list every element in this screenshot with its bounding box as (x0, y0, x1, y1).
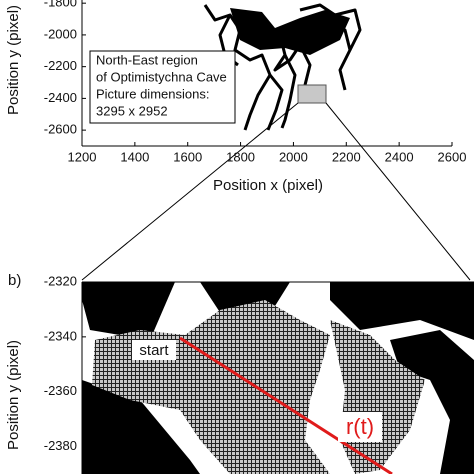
y-tick-label: -2600 (44, 122, 77, 137)
zoom-line (325, 102, 471, 281)
panel-label: b) (8, 272, 21, 289)
path-label: r(t) (346, 414, 374, 439)
y-tick-label: -2360 (44, 383, 77, 398)
x-tick-label: 2400 (385, 149, 414, 164)
annotation-line: North-East region (96, 52, 198, 67)
x-tick-label: 1200 (68, 149, 97, 164)
y-tick-label: -2320 (44, 273, 77, 288)
zoom-line (81, 102, 299, 281)
path-segment (179, 336, 393, 474)
y-axis-label: Position y (pixel) (5, 5, 22, 115)
y-tick-label: -1800 (44, 0, 77, 10)
y-tick-label: -2400 (44, 90, 77, 105)
annotation-box (89, 50, 236, 124)
annotation-line: 3295 x 2952 (96, 103, 168, 118)
x-tick-label: 2000 (279, 149, 308, 164)
zoom-region (297, 84, 327, 104)
x-tick-label: 1400 (120, 149, 149, 164)
y-tick-label: -2380 (44, 438, 77, 453)
cave-detail (82, 282, 474, 474)
cave-map-fill (230, 8, 350, 55)
annotation-line: Picture dimensions: (96, 86, 209, 101)
y-tick-label: -2000 (44, 26, 77, 41)
start-label: start (139, 342, 169, 359)
x-tick-label: 1800 (226, 149, 255, 164)
x-tick-label: 2600 (438, 149, 467, 164)
x-tick-label: 2200 (332, 149, 361, 164)
y-tick-label: -2200 (44, 58, 77, 73)
annotation: North-East region of Optimistychna Cave Pi… (96, 52, 227, 118)
start-box (132, 340, 176, 360)
rt-box (338, 412, 382, 442)
x-axis-label: Position x (pixel) (213, 177, 323, 194)
y-tick-label: -2340 (44, 328, 77, 343)
annotation-line: of Optimistychna Cave (96, 69, 227, 84)
x-tick-label: 1600 (173, 149, 202, 164)
cave-map (203, 3, 362, 131)
y-axis-label: Position y (pixel) (5, 340, 22, 450)
